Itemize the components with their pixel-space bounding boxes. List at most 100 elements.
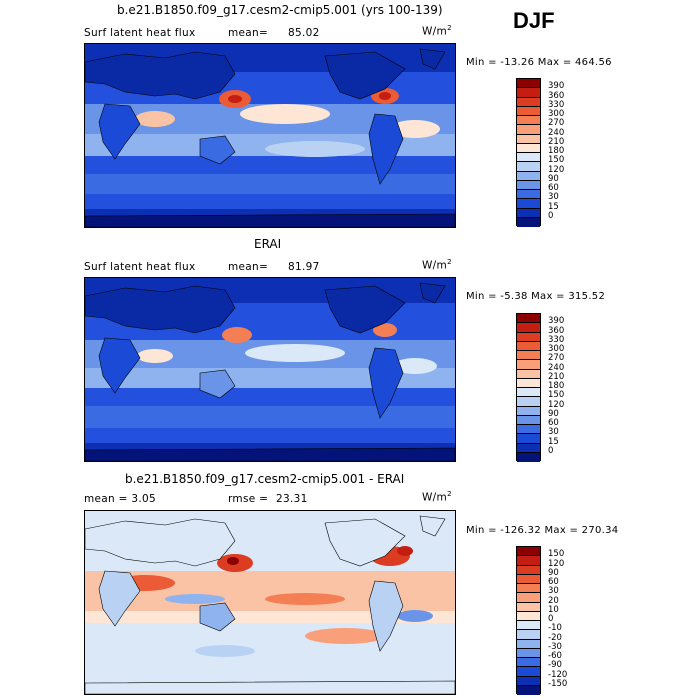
- colorbar-tick-label: 30: [548, 192, 559, 203]
- colorbar-swatch: [517, 584, 540, 594]
- colorbar-swatch: [517, 180, 540, 190]
- colorbar-swatch: [517, 378, 540, 388]
- colorbar-swatch: [517, 97, 540, 107]
- colorbar-tick-label: 120: [548, 558, 565, 569]
- panel2-colorbar: [516, 313, 541, 462]
- colorbar-swatch: [517, 125, 540, 135]
- colorbar-tick-label: 330: [548, 99, 565, 110]
- colorbar-swatch: [517, 143, 540, 153]
- panel3-title: b.e21.B1850.f09_g17.cesm2-cmip5.001 - ER…: [125, 472, 405, 486]
- colorbar-swatch: [517, 556, 540, 566]
- colorbar-tick-label: 210: [548, 371, 565, 382]
- colorbar-swatch: [517, 685, 540, 695]
- colorbar-tick-label: -10: [548, 623, 562, 634]
- panel2-map: [84, 277, 456, 462]
- colorbar-tick-label: 390: [548, 316, 565, 327]
- panel1-colorbar: [516, 78, 541, 227]
- colorbar-swatch: [517, 547, 540, 557]
- colorbar-tick-label: -60: [548, 651, 562, 661]
- colorbar-swatch: [517, 217, 540, 227]
- colorbar-tick-label: 30: [548, 427, 559, 438]
- panel3-rmse-label: rmse =: [228, 493, 269, 505]
- colorbar-tick-label: 270: [548, 353, 565, 364]
- colorbar-swatch: [517, 360, 540, 370]
- panel1-units: W/m2: [422, 24, 452, 38]
- season-label: DJF: [513, 8, 555, 33]
- colorbar-tick-label: 20: [548, 595, 559, 606]
- colorbar-swatch: [517, 667, 540, 677]
- panel3-map-graphic: [85, 511, 455, 694]
- colorbar-tick-label: 0: [548, 445, 554, 456]
- colorbar-swatch: [517, 443, 540, 453]
- panel1-minmax: Min = -13.26 Max = 464.56: [466, 57, 612, 68]
- colorbar-swatch: [517, 593, 540, 603]
- colorbar-swatch: [517, 452, 540, 462]
- colorbar-swatch: [517, 314, 540, 324]
- colorbar-tick-label: 15: [548, 201, 559, 212]
- panel3-minmax: Min = -126.32 Max = 270.34: [466, 525, 619, 536]
- colorbar-tick-label: -20: [548, 632, 562, 643]
- panel2-minmax: Min = -5.38 Max = 315.52: [466, 291, 606, 302]
- colorbar-swatch: [517, 676, 540, 686]
- colorbar-tick-label: 10: [548, 604, 559, 615]
- colorbar-swatch: [517, 171, 540, 181]
- panel3-map: [84, 510, 456, 695]
- panel2-field-label: Surf latent heat flux: [84, 261, 196, 273]
- panel1-map: [84, 43, 456, 228]
- colorbar-swatch: [517, 79, 540, 89]
- panel2-title: ERAI: [254, 237, 282, 251]
- colorbar-tick-label: -120: [548, 669, 568, 680]
- colorbar-swatch: [517, 369, 540, 379]
- colorbar-tick-label: 240: [548, 362, 565, 373]
- colorbar-swatch: [517, 351, 540, 361]
- panel2-mean-value: 81.97: [288, 261, 320, 273]
- colorbar-tick-label: 90: [548, 567, 559, 578]
- colorbar-tick-label: 90: [548, 408, 559, 419]
- panel1-field-label: Surf latent heat flux: [84, 27, 196, 39]
- colorbar-swatch: [517, 611, 540, 621]
- colorbar-tick-label: 300: [548, 344, 565, 354]
- panel2-map-graphic: [85, 278, 455, 461]
- colorbar-tick-label: -30: [548, 641, 562, 652]
- colorbar-swatch: [517, 190, 540, 200]
- colorbar-tick-label: 90: [548, 173, 559, 184]
- colorbar-tick-label: 120: [548, 164, 565, 175]
- colorbar-tick-label: -150: [548, 678, 568, 689]
- colorbar-tick-label: 60: [548, 183, 559, 193]
- colorbar-tick-label: 360: [548, 90, 565, 101]
- colorbar-swatch: [517, 434, 540, 444]
- colorbar-tick-label: 150: [548, 390, 565, 401]
- colorbar-swatch: [517, 602, 540, 612]
- colorbar-swatch: [517, 106, 540, 116]
- colorbar-swatch: [517, 630, 540, 640]
- colorbar-swatch: [517, 332, 540, 342]
- colorbar-tick-label: 150: [548, 155, 565, 166]
- colorbar-tick-label: 270: [548, 118, 565, 129]
- colorbar-swatch: [517, 388, 540, 398]
- colorbar-tick-label: 330: [548, 334, 565, 345]
- colorbar-swatch: [517, 639, 540, 649]
- colorbar-swatch: [517, 425, 540, 435]
- colorbar-swatch: [517, 621, 540, 631]
- colorbar-swatch: [517, 397, 540, 407]
- colorbar-tick-label: 360: [548, 325, 565, 336]
- colorbar-tick-label: 0: [548, 210, 554, 221]
- panel3-colorbar: [516, 546, 541, 695]
- panel1-mean-value: 85.02: [288, 27, 320, 39]
- colorbar-swatch: [517, 565, 540, 575]
- colorbar-swatch: [517, 574, 540, 584]
- colorbar-swatch: [517, 208, 540, 218]
- panel3-rmse-value: 23.31: [276, 493, 308, 505]
- colorbar-tick-label: 180: [548, 381, 565, 391]
- colorbar-tick-label: 300: [548, 109, 565, 119]
- colorbar-swatch: [517, 153, 540, 163]
- colorbar-swatch: [517, 116, 540, 126]
- colorbar-tick-label: 0: [548, 614, 554, 624]
- panel3-mean-text: mean = 3.05: [84, 493, 156, 505]
- colorbar-tick-label: 60: [548, 577, 559, 587]
- colorbar-swatch: [517, 134, 540, 144]
- panel1-map-graphic: [85, 44, 455, 227]
- colorbar-tick-label: 15: [548, 436, 559, 447]
- panel1-mean-label: mean=: [228, 27, 269, 39]
- colorbar-tick-label: 390: [548, 81, 565, 92]
